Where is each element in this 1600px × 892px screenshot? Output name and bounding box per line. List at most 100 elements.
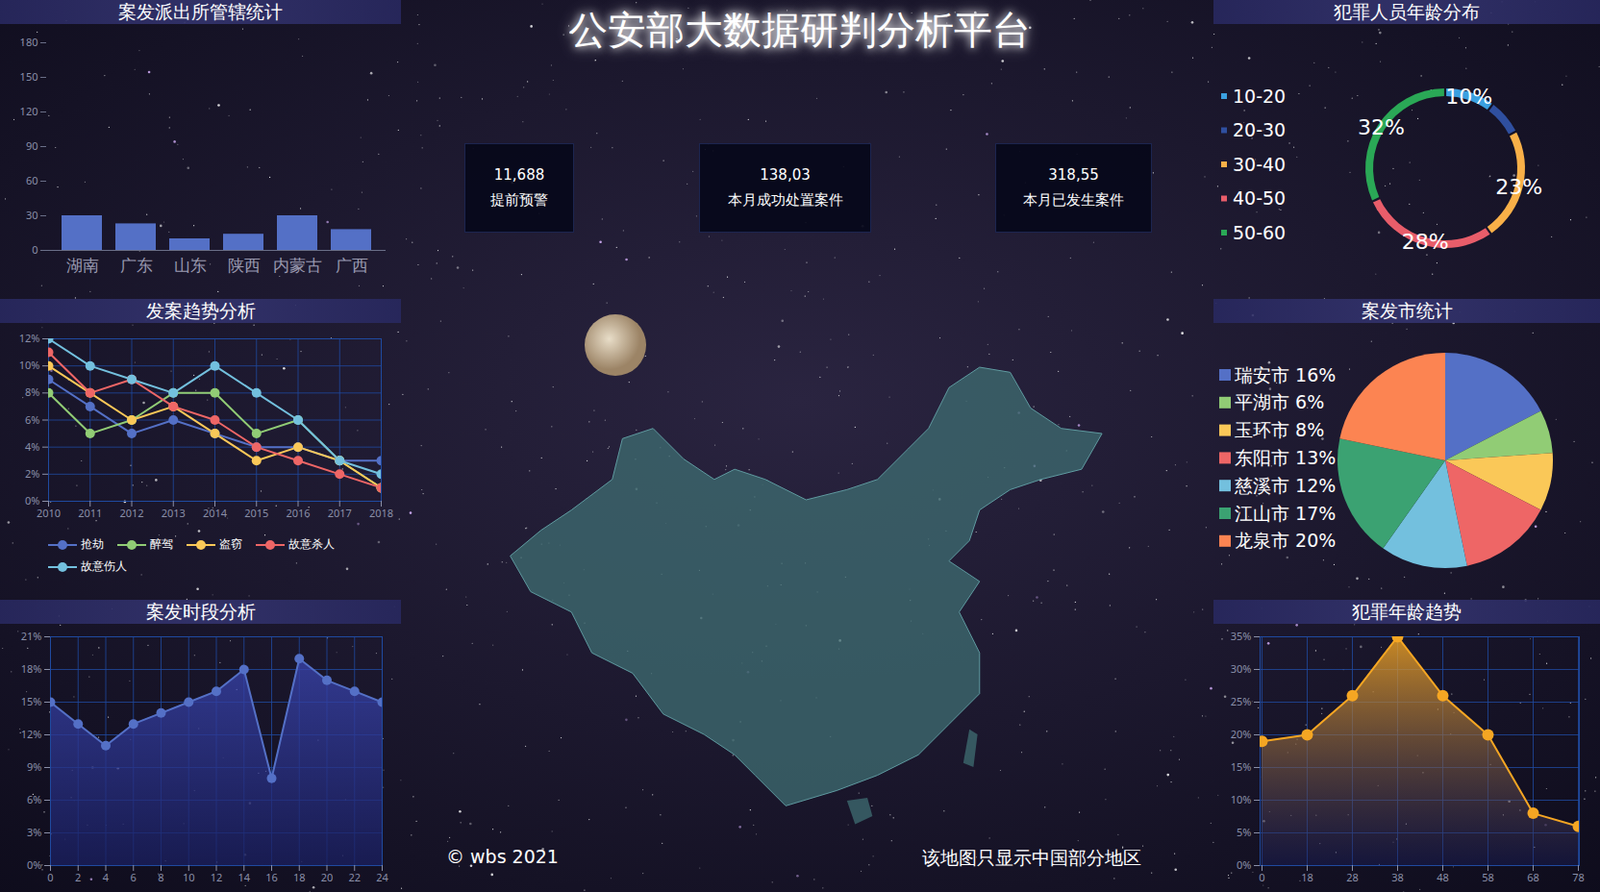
svg-text:10%: 10% bbox=[19, 357, 41, 373]
html-text:醉驾: 醉驾 bbox=[150, 537, 174, 551]
svg-text:20-30: 20-30 bbox=[1232, 119, 1286, 141]
svg-text:120: 120 bbox=[20, 103, 39, 119]
svg-text:58: 58 bbox=[1481, 870, 1495, 885]
svg-text:16: 16 bbox=[265, 870, 278, 885]
svg-text:湖南: 湖南 bbox=[66, 253, 100, 276]
svg-text:广东: 广东 bbox=[120, 253, 153, 276]
html-text:318,55: 318,55 bbox=[1048, 166, 1099, 184]
svg-text:2017: 2017 bbox=[327, 505, 352, 521]
svg-text:24: 24 bbox=[375, 870, 389, 885]
svg-text:12%: 12% bbox=[19, 330, 41, 346]
svg-text:38: 38 bbox=[1391, 870, 1404, 885]
html-text:提前预警: 提前预警 bbox=[490, 191, 549, 209]
svg-text:0%: 0% bbox=[26, 857, 42, 873]
svg-text:0%: 0% bbox=[25, 493, 40, 508]
svg-text:35%: 35% bbox=[1230, 628, 1252, 644]
html-text:犯罪年龄趋势: 犯罪年龄趋势 bbox=[1351, 600, 1462, 623]
svg-text:东阳市 13%: 东阳市 13% bbox=[1234, 447, 1336, 469]
svg-text:10-20: 10-20 bbox=[1232, 85, 1286, 107]
svg-text:8%: 8% bbox=[25, 384, 40, 400]
svg-text:2010: 2010 bbox=[36, 505, 61, 521]
svg-text:广西: 广西 bbox=[335, 253, 369, 276]
html-text:该地图只显示中国部分地区: 该地图只显示中国部分地区 bbox=[922, 847, 1142, 869]
svg-text:10%: 10% bbox=[1445, 84, 1493, 109]
html-text:本月成功处置案件: 本月成功处置案件 bbox=[727, 191, 843, 209]
svg-text:0%: 0% bbox=[1236, 857, 1251, 873]
svg-text:10%: 10% bbox=[1230, 792, 1252, 807]
html-text:犯罪人员年龄分布: 犯罪人员年龄分布 bbox=[1333, 0, 1480, 23]
svg-text:50-60: 50-60 bbox=[1232, 222, 1286, 244]
svg-text:32%: 32% bbox=[1357, 115, 1405, 140]
html-text:案发派出所管辖统计: 案发派出所管辖统计 bbox=[118, 0, 283, 23]
svg-text:20%: 20% bbox=[1230, 726, 1252, 742]
svg-text:5%: 5% bbox=[1236, 825, 1251, 840]
svg-text:6: 6 bbox=[130, 870, 137, 885]
svg-text:8: 8 bbox=[157, 870, 164, 885]
svg-text:15%: 15% bbox=[21, 694, 43, 709]
svg-text:9%: 9% bbox=[26, 759, 42, 775]
svg-text:40-50: 40-50 bbox=[1232, 187, 1286, 209]
html-text:抢劫: 抢劫 bbox=[80, 537, 104, 551]
svg-text:2: 2 bbox=[75, 870, 81, 885]
svg-text:2011: 2011 bbox=[77, 505, 102, 521]
svg-text:21%: 21% bbox=[21, 628, 43, 644]
html-text:公安部大数据研判分析平台: 公安部大数据研判分析平台 bbox=[569, 7, 1031, 52]
svg-text:30%: 30% bbox=[1230, 661, 1252, 676]
svg-text:江山市 17%: 江山市 17% bbox=[1234, 502, 1336, 525]
svg-text:14: 14 bbox=[237, 870, 250, 885]
svg-text:0: 0 bbox=[47, 870, 53, 885]
svg-text:28: 28 bbox=[1346, 870, 1359, 885]
svg-text:内蒙古: 内蒙古 bbox=[273, 253, 323, 276]
svg-text:陕西: 陕西 bbox=[227, 253, 261, 276]
svg-text:10: 10 bbox=[182, 870, 196, 885]
svg-text:3%: 3% bbox=[26, 825, 42, 840]
svg-text:12%: 12% bbox=[21, 726, 43, 742]
html-text:11,688: 11,688 bbox=[494, 166, 545, 184]
svg-text:山东: 山东 bbox=[174, 253, 207, 276]
svg-text:龙泉市 20%: 龙泉市 20% bbox=[1234, 529, 1336, 551]
svg-text:玉环市 8%: 玉环市 8% bbox=[1234, 419, 1325, 441]
html-text:本月已发生案件: 本月已发生案件 bbox=[1023, 191, 1125, 209]
svg-text:平湖市 6%: 平湖市 6% bbox=[1234, 391, 1325, 413]
svg-text:23%: 23% bbox=[1495, 175, 1543, 200]
svg-text:2015: 2015 bbox=[244, 505, 269, 521]
html-text:故意伤人: 故意伤人 bbox=[80, 559, 127, 574]
svg-text:0: 0 bbox=[1258, 870, 1265, 885]
svg-text:慈溪市 12%: 慈溪市 12% bbox=[1233, 475, 1336, 497]
svg-text:180: 180 bbox=[20, 34, 39, 50]
svg-text:4%: 4% bbox=[25, 439, 40, 454]
svg-text:25%: 25% bbox=[1230, 694, 1252, 709]
svg-text:12: 12 bbox=[210, 870, 224, 885]
html-text:© wbs 2021: © wbs 2021 bbox=[446, 846, 559, 868]
svg-text:0: 0 bbox=[31, 242, 38, 257]
html-text:案发市统计: 案发市统计 bbox=[1361, 300, 1453, 322]
svg-text:28%: 28% bbox=[1401, 229, 1450, 254]
svg-text:2018: 2018 bbox=[369, 505, 394, 521]
svg-text:68: 68 bbox=[1526, 870, 1540, 885]
svg-text:30-40: 30-40 bbox=[1232, 153, 1286, 175]
svg-text:90: 90 bbox=[25, 138, 39, 153]
svg-text:6%: 6% bbox=[26, 792, 42, 807]
html-text:138,03: 138,03 bbox=[759, 166, 811, 184]
svg-text:2013: 2013 bbox=[161, 505, 186, 521]
svg-text:48: 48 bbox=[1436, 870, 1450, 885]
svg-text:78: 78 bbox=[1572, 870, 1585, 885]
svg-text:瑞安市 16%: 瑞安市 16% bbox=[1234, 364, 1336, 386]
svg-text:6%: 6% bbox=[25, 412, 40, 427]
svg-text:4: 4 bbox=[102, 870, 110, 885]
svg-text:18%: 18% bbox=[21, 661, 43, 676]
svg-text:18: 18 bbox=[293, 870, 306, 885]
html-text:案发时段分析: 案发时段分析 bbox=[145, 600, 256, 623]
svg-text:60: 60 bbox=[25, 173, 39, 188]
svg-text:2014: 2014 bbox=[202, 505, 228, 521]
svg-text:150: 150 bbox=[20, 69, 39, 84]
svg-text:30: 30 bbox=[25, 207, 39, 223]
svg-text:15%: 15% bbox=[1230, 759, 1252, 775]
html-text:发案趋势分析: 发案趋势分析 bbox=[145, 300, 256, 322]
svg-text:20: 20 bbox=[321, 870, 334, 885]
svg-text:22: 22 bbox=[348, 870, 361, 885]
svg-text:18: 18 bbox=[1300, 870, 1314, 885]
svg-text:2012: 2012 bbox=[119, 505, 144, 521]
svg-text:2016: 2016 bbox=[285, 505, 310, 521]
svg-text:2%: 2% bbox=[25, 466, 40, 481]
